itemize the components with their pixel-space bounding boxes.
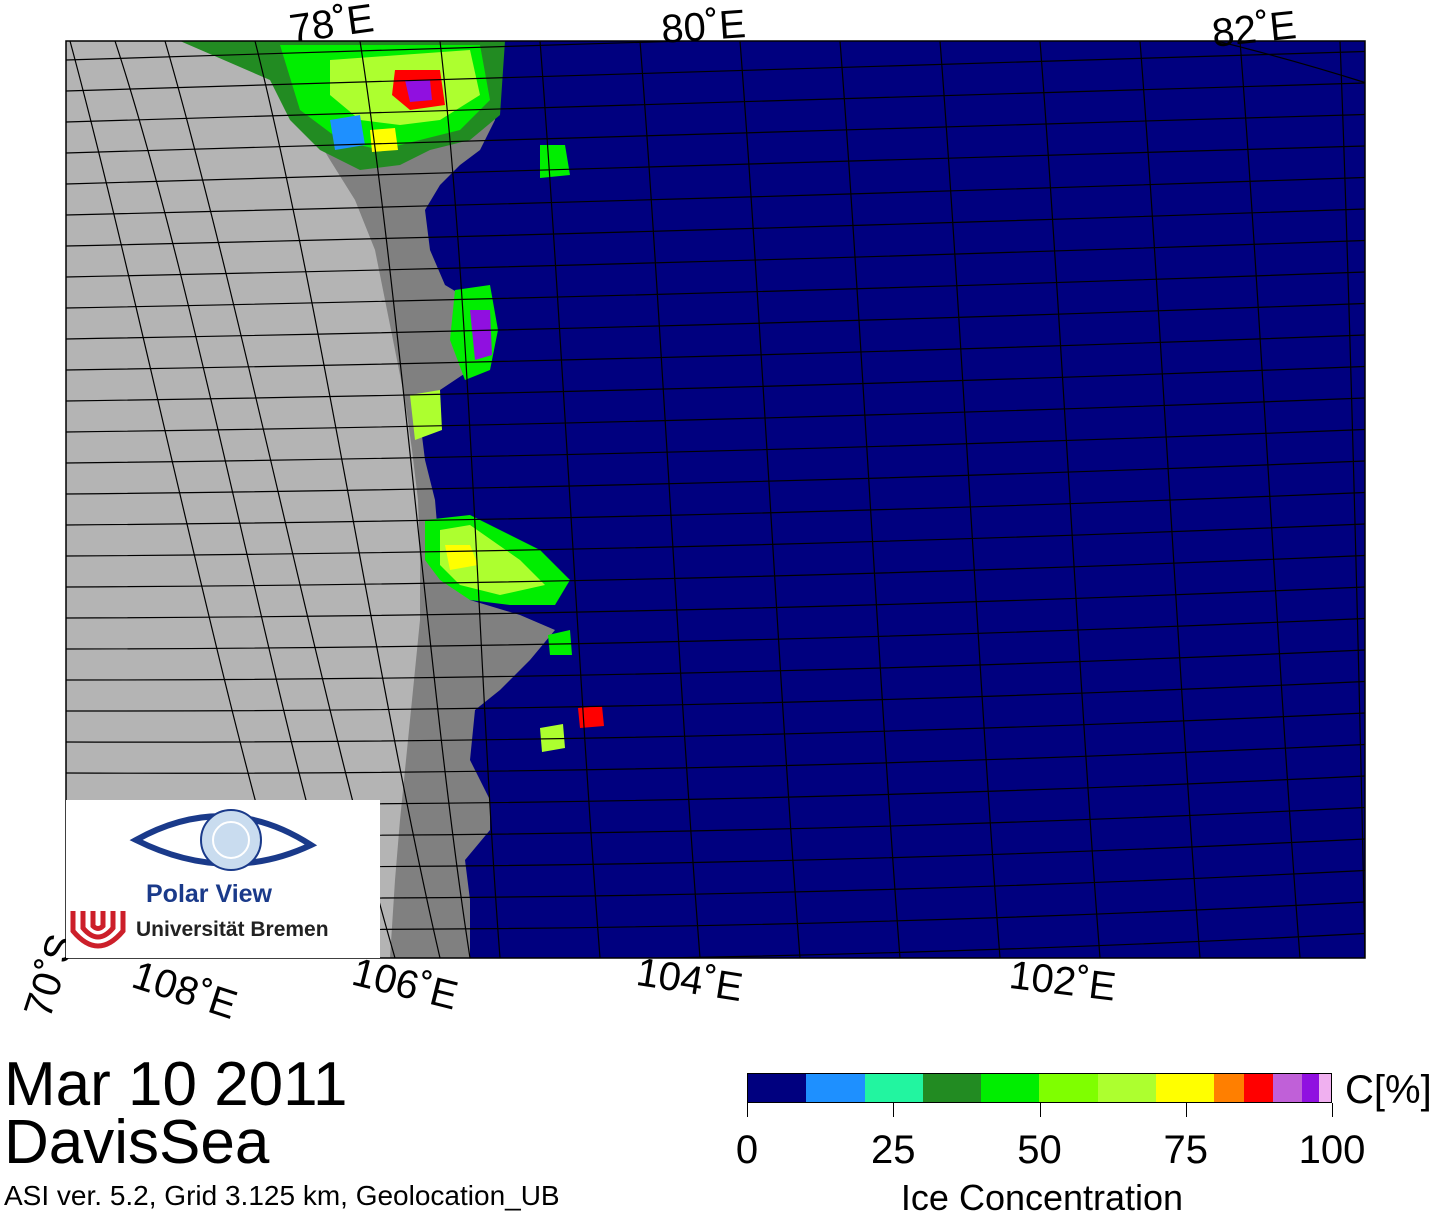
university-crest-icon bbox=[70, 911, 126, 949]
latitude-line bbox=[66, 712, 1365, 743]
colorbar-tick-mark bbox=[747, 1103, 748, 1117]
colorbar-title: Ice Concentration bbox=[900, 1177, 1184, 1218]
map-region: DavisSea bbox=[4, 1108, 270, 1177]
colorbar-tick-mark bbox=[893, 1103, 895, 1117]
colorbar-tick-mark bbox=[1185, 1103, 1187, 1117]
colorbar-segment bbox=[1214, 1074, 1244, 1102]
latitude-line bbox=[66, 428, 1365, 464]
latitude-line bbox=[66, 271, 1365, 309]
colorbar-segment bbox=[1319, 1074, 1331, 1102]
colorbar bbox=[747, 1073, 1332, 1103]
latitude-line bbox=[66, 554, 1365, 588]
eye-icon bbox=[129, 809, 318, 871]
latitude-line bbox=[66, 239, 1365, 278]
latitude-line bbox=[66, 460, 1365, 495]
latitude-line bbox=[66, 491, 1365, 526]
colorbar-segment bbox=[1156, 1074, 1215, 1102]
latitude-line bbox=[66, 365, 1365, 402]
colorbar-tick-mark bbox=[1332, 1103, 1333, 1117]
logo-institution: Universität Bremen bbox=[136, 918, 329, 941]
colorbar-tick-label: 100 bbox=[1298, 1128, 1366, 1172]
colorbar-tick-label: 75 bbox=[1163, 1128, 1209, 1172]
latitude-line bbox=[66, 302, 1365, 340]
latitude-line bbox=[66, 743, 1365, 774]
latitude-line bbox=[66, 41, 695, 61]
map-date: Mar 10 2011 bbox=[4, 1050, 348, 1119]
land bbox=[66, 41, 420, 958]
latitude-line bbox=[66, 523, 1365, 557]
latitude-line bbox=[66, 334, 1365, 371]
polar-view-logo: Polar View Universität Bremen bbox=[66, 800, 380, 958]
product-info: ASI ver. 5.2, Grid 3.125 km, Geolocation… bbox=[4, 1180, 560, 1211]
colorbar-segment bbox=[748, 1074, 807, 1102]
colorbar-segment bbox=[1097, 1074, 1157, 1102]
latitude-line bbox=[66, 50, 1365, 92]
colorbar-segment bbox=[981, 1074, 1040, 1102]
colorbar-segment bbox=[1301, 1074, 1320, 1102]
latitude-line bbox=[66, 586, 1365, 619]
latitude-line bbox=[66, 397, 1365, 433]
colorbar-unit: C[%] bbox=[1345, 1068, 1432, 1112]
colorbar-segment bbox=[1272, 1074, 1302, 1102]
colorbar-tick-label: 0 bbox=[735, 1128, 759, 1172]
latitude-line bbox=[66, 82, 1365, 123]
colorbar-segment bbox=[1243, 1074, 1273, 1102]
latitude-line bbox=[66, 649, 1365, 681]
lon-label-top: 82˚E bbox=[1209, 3, 1299, 56]
latitude-line bbox=[66, 617, 1365, 650]
logo-title: Polar View bbox=[146, 880, 272, 908]
latitude-line bbox=[66, 176, 1365, 216]
latitude-line bbox=[66, 680, 1365, 712]
colorbar-tick-label: 50 bbox=[1017, 1128, 1062, 1172]
latitude-line bbox=[623, 932, 1365, 958]
colorbar-tick-mark bbox=[1039, 1103, 1041, 1117]
latitude-line bbox=[66, 208, 1365, 247]
colorbar-segment bbox=[864, 1074, 923, 1102]
colorbar-segment bbox=[806, 1074, 865, 1102]
colorbar-tick-label: 25 bbox=[871, 1128, 916, 1172]
colorbar-segment bbox=[1039, 1074, 1098, 1102]
colorbar-segment bbox=[922, 1074, 982, 1102]
lon-label-top: 80˚E bbox=[659, 2, 748, 52]
